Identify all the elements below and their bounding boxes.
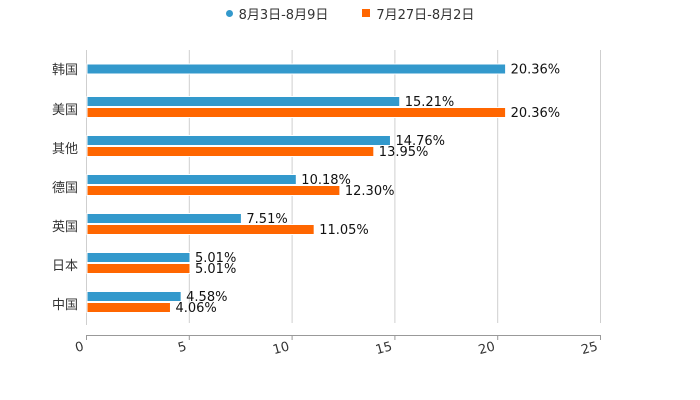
legend-item-series-2[interactable]: 7月27日-8月2日	[362, 4, 474, 23]
data-label-series-1-2: 14.76%	[395, 134, 445, 149]
bar-series-2-5	[86, 263, 191, 274]
bar-series-1-0	[86, 63, 507, 75]
data-label-series-1-4: 7.51%	[246, 212, 287, 227]
data-label-series-2-2: 13.95%	[379, 145, 429, 160]
bar-series-1-4	[86, 213, 242, 224]
data-label-series-1-5: 5.01%	[195, 251, 236, 266]
bar-series-1-2	[86, 135, 391, 146]
category-label-0: 韩国	[52, 63, 78, 78]
x-tick-label-10: 10	[271, 339, 291, 358]
legend-marker-series-1	[225, 9, 233, 17]
category-label-1: 美国	[52, 103, 78, 118]
bar-series-1-3	[86, 174, 297, 185]
x-tick-label-15: 15	[374, 339, 394, 358]
legend-marker-series-2	[362, 9, 371, 17]
data-label-series-2-3: 12.30%	[345, 184, 395, 199]
legend-label-series-2: 7月27日-8月2日	[376, 7, 475, 23]
category-label-5: 日本	[52, 259, 78, 274]
bar-series-1-1	[86, 96, 401, 107]
legend: 8月3日-8月9日 7月27日-8月2日	[0, 4, 700, 23]
bar-series-2-6	[86, 302, 171, 313]
x-tick-label-0: 0	[74, 339, 86, 356]
data-label-series-2-6: 4.06%	[175, 301, 216, 316]
data-label-series-2-5: 5.01%	[195, 262, 236, 277]
category-label-4: 英国	[52, 220, 78, 235]
category-label-2: 其他	[52, 142, 78, 157]
bar-series-2-2	[86, 146, 375, 157]
bar-series-2-3	[86, 185, 341, 196]
data-label-series-1-3: 10.18%	[301, 173, 351, 188]
bar-series-2-1	[86, 107, 507, 118]
data-label-series-2-4: 11.05%	[319, 223, 369, 238]
bar-series-1-5	[86, 252, 191, 263]
x-tick-label-20: 20	[477, 339, 497, 358]
x-tick-label-5: 5	[176, 339, 188, 356]
data-label-series-2-1: 20.36%	[511, 106, 561, 121]
data-label-series-1-6: 4.58%	[186, 290, 227, 305]
bar-series-1-6	[86, 291, 182, 302]
category-label-6: 中国	[52, 298, 78, 313]
data-label-series-1-0: 20.36%	[511, 63, 561, 78]
legend-label-series-1: 8月3日-8月9日	[238, 7, 329, 23]
category-label-3: 德国	[52, 181, 78, 196]
x-tick-label-25: 25	[580, 339, 600, 358]
bar-series-2-4	[86, 224, 315, 235]
legend-item-series-1[interactable]: 8月3日-8月9日	[225, 4, 329, 23]
data-label-series-1-1: 15.21%	[405, 95, 455, 110]
